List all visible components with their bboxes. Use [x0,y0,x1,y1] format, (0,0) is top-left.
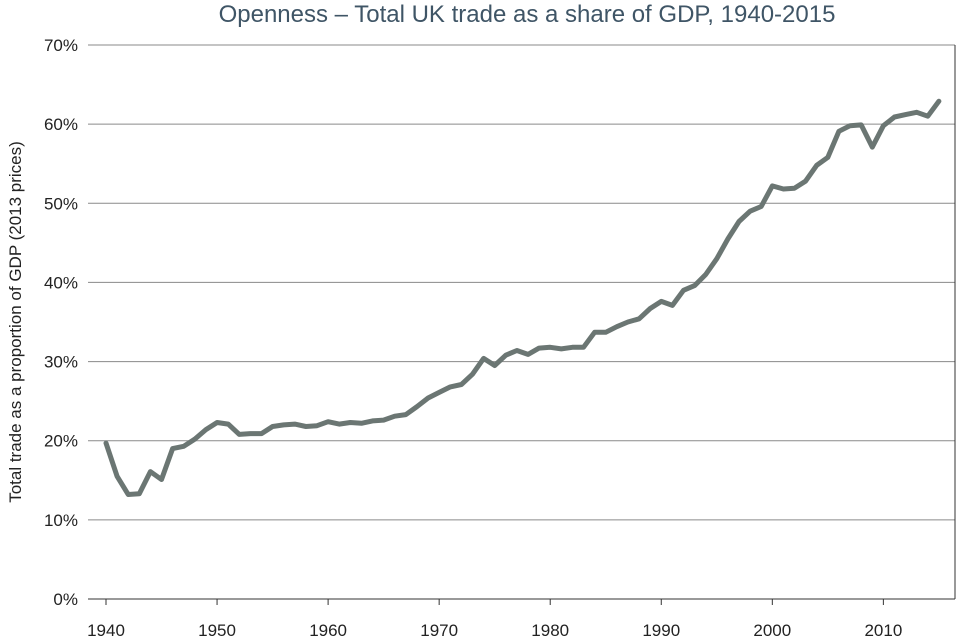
y-tick-label: 0% [53,590,78,609]
y-tick-label: 40% [44,273,78,292]
x-tick-label: 2000 [753,621,791,640]
chart-title: Openness – Total UK trade as a share of … [219,1,836,28]
series-layer [103,98,942,497]
y-tick-label: 70% [44,36,78,55]
series-line [103,98,942,497]
gridlines [88,44,955,521]
y-axis-title: Total trade as a proportion of GDP (2013… [6,141,25,503]
x-tick-label: 2010 [864,621,902,640]
x-tick-labels: 1940 1950 1960 1970 1980 1990 2000 2010 [87,621,902,640]
x-tick-label: 1950 [198,621,236,640]
x-tick-label: 1940 [87,621,125,640]
y-tick-label: 50% [44,194,78,213]
x-tick-label: 1980 [531,621,569,640]
y-tick-label: 20% [44,432,78,451]
x-tick-label: 1960 [309,621,347,640]
x-tick-label: 1990 [642,621,680,640]
y-tick-label: 60% [44,115,78,134]
x-tick-label: 1970 [420,621,458,640]
y-tick-label: 30% [44,353,78,372]
axes [88,45,956,605]
y-tick-label: 10% [44,511,78,530]
y-tick-labels: 0% 10% 20% 30% 40% 50% 60% 70% [44,36,78,609]
